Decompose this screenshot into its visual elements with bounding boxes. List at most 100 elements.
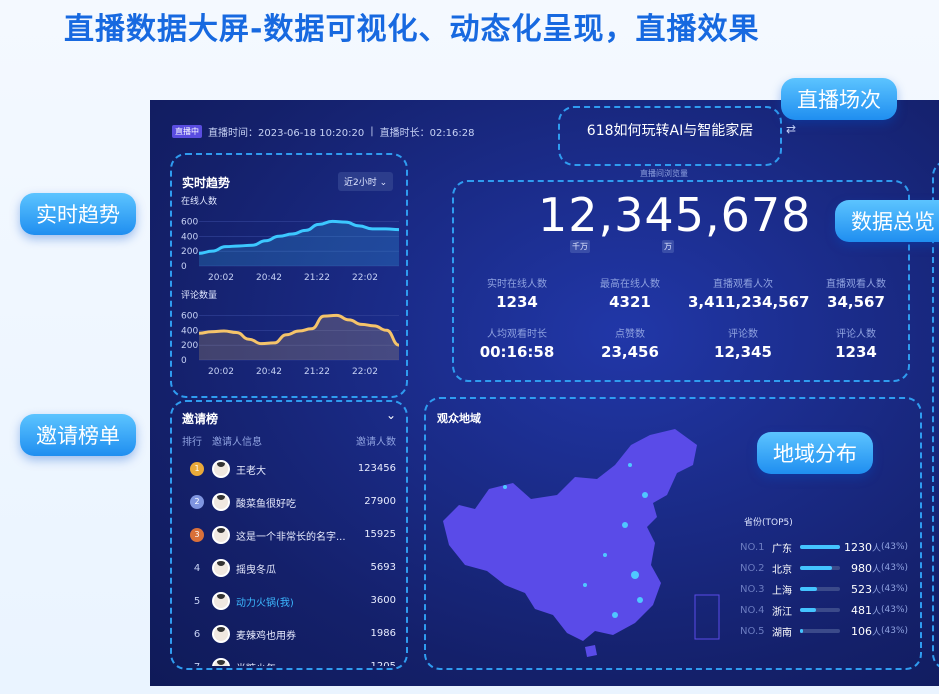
province-pct: (43%) xyxy=(881,563,909,573)
invite-row[interactable]: 2 酸菜鱼很好吃 27900 xyxy=(182,487,396,517)
invite-row[interactable]: 6 麦辣鸡也用券 1986 xyxy=(182,619,396,649)
invite-count: 1205 xyxy=(346,661,396,666)
metric-label: 直播观看人数 xyxy=(826,279,886,290)
rank: 6 xyxy=(182,629,212,640)
metric-value: 4321 xyxy=(609,293,651,311)
total-views: 12,345,678 xyxy=(538,188,812,242)
rank: 4 xyxy=(182,563,212,574)
invite-count: 1986 xyxy=(370,628,396,639)
rank-number: 6 xyxy=(193,628,201,640)
metric-label: 评论数 xyxy=(728,329,758,340)
province-pct: (43%) xyxy=(881,542,909,552)
series-line xyxy=(198,219,400,255)
x-tick-label: 21:22 xyxy=(304,367,330,377)
avatar xyxy=(212,625,230,643)
callout-session: 直播场次 xyxy=(781,78,897,120)
province-top-title: 省份(TOP5) xyxy=(744,518,793,528)
chevron-down-icon[interactable]: ⌄ xyxy=(386,408,397,422)
province-rank: NO.3 xyxy=(740,583,765,595)
invite-row[interactable]: 7 半糖少年1205 xyxy=(182,652,396,666)
x-tick-label: 20:02 xyxy=(208,273,234,283)
invite-row[interactable]: 4 摇曳冬瓜 5693 xyxy=(182,553,396,583)
separator: | xyxy=(370,126,374,137)
inviter-name: 摇曳冬瓜 xyxy=(236,564,276,576)
invite-count: 27900 xyxy=(364,496,396,507)
series-area xyxy=(199,315,399,360)
rank-number: 5 xyxy=(193,595,201,607)
province-bar xyxy=(800,608,840,612)
province-name: 上海 xyxy=(772,585,792,597)
y-tick-label: 400 xyxy=(181,232,198,242)
china-map[interactable] xyxy=(435,425,735,660)
rank: 2 xyxy=(182,495,212,509)
province-rank: NO.1 xyxy=(740,541,765,553)
y-tick-label: 600 xyxy=(181,311,198,321)
map-hotspots xyxy=(503,463,648,618)
unit-wan: 万 xyxy=(662,240,674,253)
x-tick-label: 20:42 xyxy=(256,273,282,283)
invite-count: 3600 xyxy=(370,595,396,606)
live-duration: 直播时长：02:16:28 xyxy=(379,128,475,139)
swap-icon[interactable]: ⇄ xyxy=(786,122,797,136)
province-bar xyxy=(800,629,840,633)
medal-icon: 3 xyxy=(190,528,204,542)
inviter-name: 这是一个非常长的名字... xyxy=(236,531,346,543)
rank: 7 xyxy=(182,662,212,667)
metric-label: 点赞数 xyxy=(615,329,645,340)
invite-row[interactable]: 3 这是一个非常长的名字... 15925 xyxy=(182,520,396,550)
series-area xyxy=(199,221,399,266)
chart-title: 在线人数 xyxy=(181,195,217,207)
invite-count: 5693 xyxy=(370,562,396,573)
time-range-select[interactable]: 近2小时 ⌄ xyxy=(338,172,394,191)
metric-value: 1234 xyxy=(496,293,538,311)
inviter-name: 半糖少年 xyxy=(236,660,346,667)
medal-icon: 1 xyxy=(190,462,204,476)
unit-qianwan: 千万 xyxy=(570,240,590,253)
callout-trend: 实时趋势 xyxy=(20,193,136,235)
province-rank: NO.5 xyxy=(740,625,765,637)
province-unit: 人 xyxy=(872,627,882,638)
live-start-time: 直播时间：2023-06-18 10:20:20 xyxy=(208,128,365,139)
province-unit: 人 xyxy=(872,543,882,554)
session-box xyxy=(558,106,782,166)
province-bar xyxy=(800,545,840,549)
province-value: 106 xyxy=(851,624,872,638)
trend-title: 实时趋势 xyxy=(182,176,231,190)
province-pct: (43%) xyxy=(881,626,909,636)
header-count: 邀请人数 xyxy=(356,436,396,448)
headline: 直播数据大屏-数据可视化、动态化呈现，直播效果 xyxy=(64,12,760,47)
province-rank: NO.2 xyxy=(740,562,765,574)
metric-label: 评论人数 xyxy=(836,329,876,340)
avatar xyxy=(212,526,230,544)
metric-value: 1234 xyxy=(835,343,877,361)
map-south-sea-inset xyxy=(694,594,720,640)
metric-value: 34,567 xyxy=(827,293,885,311)
metric-label: 直播观看人次 xyxy=(713,279,773,290)
avatar xyxy=(212,559,230,577)
province-row: NO.5 湖南 106 人 (43%) xyxy=(740,623,908,639)
avatar xyxy=(212,460,230,478)
inviter-name: 动力火锅(我) xyxy=(236,597,294,609)
invite-row[interactable]: 5 动力火锅(我) 3600 xyxy=(182,586,396,616)
province-value: 481 xyxy=(851,603,872,617)
province-name: 浙江 xyxy=(772,606,792,618)
chevron-down-icon: ⌄ xyxy=(379,178,388,188)
session-title: 618如何玩转AI与智能家居 xyxy=(586,123,754,139)
rank: 1 xyxy=(182,462,212,476)
province-value: 1230 xyxy=(844,540,872,554)
y-tick-label: 0 xyxy=(181,262,187,272)
province-name: 北京 xyxy=(772,564,792,576)
province-bar xyxy=(800,587,840,591)
invite-row[interactable]: 1 王老大 123456 xyxy=(182,454,396,484)
x-tick-label: 20:42 xyxy=(256,367,282,377)
y-tick-label: 400 xyxy=(181,326,198,336)
avatar xyxy=(212,658,230,666)
metric-value: 23,456 xyxy=(601,343,659,361)
metric-value: 3,411,234,567 xyxy=(688,293,810,311)
invite-list[interactable]: 1 王老大 123456 2 酸菜鱼很好吃 27900 3 这是一个非常长的名字... 1592… xyxy=(170,454,408,666)
live-badge: 直播中 xyxy=(172,125,202,138)
inviter-name: 王老大 xyxy=(236,465,266,477)
province-unit: 人 xyxy=(872,564,882,575)
avatar xyxy=(212,592,230,610)
metric-label: 最高在线人数 xyxy=(600,279,660,290)
